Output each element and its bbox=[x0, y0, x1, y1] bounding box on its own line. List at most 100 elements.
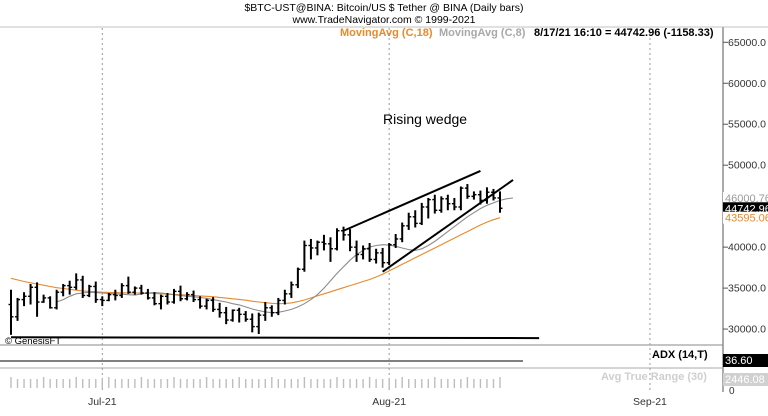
atr-value: 2446.08 bbox=[725, 374, 765, 386]
ohlc-bar bbox=[451, 197, 457, 211]
ohlc-bar bbox=[301, 240, 307, 272]
ohlc-bar bbox=[15, 297, 21, 321]
ohlc-bar bbox=[295, 267, 301, 289]
ohlc-bar bbox=[8, 289, 14, 335]
price-label: 46000.76 bbox=[725, 193, 768, 205]
ohlc-bar bbox=[347, 229, 353, 252]
ohlc-bar bbox=[112, 289, 118, 301]
ohlc-bar bbox=[249, 313, 255, 333]
atr-value-box bbox=[723, 373, 768, 386]
ohlc-bar bbox=[73, 273, 79, 290]
price-label-box bbox=[723, 211, 768, 224]
ohlc-bar bbox=[210, 297, 216, 312]
ohlc-bar bbox=[471, 191, 477, 200]
ohlc-bar bbox=[93, 281, 99, 303]
ohlc-bar bbox=[41, 294, 47, 303]
x-tick-label: Aug-21 bbox=[372, 396, 406, 408]
ohlc-bar bbox=[191, 290, 197, 303]
ohlc-bar bbox=[275, 297, 281, 316]
adx-label: ADX (14,T) bbox=[652, 349, 708, 361]
ohlc-bar bbox=[171, 288, 177, 304]
y-tick-label: 60000.0 bbox=[728, 78, 766, 90]
ohlc-bar bbox=[60, 284, 66, 297]
copyright-label: © GenesisFT bbox=[5, 336, 61, 347]
ohlc-bar bbox=[327, 237, 333, 262]
y-axis: 30000.035000.040000.045000.050000.055000… bbox=[723, 37, 766, 336]
ohlc-bar bbox=[197, 296, 203, 309]
ohlc-bar bbox=[138, 284, 144, 295]
ohlc-bar bbox=[412, 210, 418, 228]
x-tick-label: Jul-21 bbox=[88, 396, 117, 408]
ohlc-bar bbox=[67, 280, 73, 295]
ohlc-bar bbox=[334, 228, 340, 251]
price-readout: 8/17/21 16:10 = 44742.96 (-1158.33) bbox=[534, 27, 714, 39]
ohlc-bar bbox=[373, 248, 379, 264]
ohlc-bar bbox=[432, 194, 438, 214]
y-tick-label: 40000.0 bbox=[728, 242, 766, 254]
ohlc-bar bbox=[484, 187, 490, 204]
zero-label: 0 bbox=[729, 386, 735, 397]
ohlc-bar bbox=[34, 282, 40, 317]
ohlc-bar bbox=[406, 212, 412, 230]
ohlc-bar bbox=[438, 196, 444, 213]
legend-ma8: MovingAvg (C,8) bbox=[439, 27, 526, 39]
ohlc-bar bbox=[86, 284, 92, 298]
ohlc-bar bbox=[399, 222, 405, 243]
ohlc-bar bbox=[393, 234, 399, 248]
ohlc-bar bbox=[119, 283, 125, 298]
ohlc-bar bbox=[178, 285, 184, 302]
source-credit: www.TradeNavigator.com © 1999-2021 bbox=[291, 14, 475, 26]
ohlc-bar bbox=[158, 294, 164, 310]
ohlc-bar bbox=[47, 296, 53, 309]
adx-value-box bbox=[723, 354, 768, 367]
y-tick-label: 55000.0 bbox=[728, 119, 766, 131]
ohlc-bar bbox=[54, 289, 60, 310]
trendline-support bbox=[10, 336, 540, 340]
atr-histogram bbox=[10, 377, 501, 388]
ohlc-bar bbox=[151, 292, 157, 306]
price-label-box bbox=[723, 191, 768, 204]
x-axis: Jul-21 Aug-21 Sep-21 bbox=[88, 396, 667, 408]
ohlc-bar bbox=[28, 284, 34, 305]
ohlc-bar bbox=[223, 306, 229, 325]
ohlc-bar bbox=[125, 276, 131, 294]
x-tick-label: Sep-21 bbox=[633, 396, 667, 408]
price-bars bbox=[8, 184, 503, 335]
y-tick-label: 30000.0 bbox=[728, 324, 766, 336]
ohlc-bar bbox=[497, 191, 503, 213]
ohlc-bar bbox=[419, 202, 425, 226]
ohlc-bar bbox=[269, 305, 275, 317]
ohlc-bar bbox=[425, 197, 431, 219]
ohlc-bar bbox=[308, 238, 314, 260]
legend-ma18: MovingAvg (C,18) bbox=[340, 27, 433, 39]
ohlc-bar bbox=[145, 288, 151, 300]
ohlc-bar bbox=[230, 309, 236, 322]
ohlc-bar bbox=[204, 298, 210, 310]
ohlc-bar bbox=[184, 292, 190, 301]
ohlc-bar bbox=[354, 240, 360, 262]
ohlc-bar bbox=[282, 289, 288, 305]
ohlc-bar bbox=[341, 226, 347, 241]
ohlc-bar bbox=[380, 247, 386, 268]
ohlc-bar bbox=[80, 275, 86, 298]
ohlc-bar bbox=[314, 240, 320, 256]
ohlc-bar bbox=[367, 243, 373, 262]
ohlc-bar bbox=[445, 194, 451, 211]
y-tick-label: 50000.0 bbox=[728, 160, 766, 172]
annotations: Rising wedge bbox=[10, 111, 540, 340]
ohlc-bar bbox=[217, 302, 223, 318]
moving-averages bbox=[10, 197, 514, 314]
ohlc-bar bbox=[321, 234, 327, 251]
series-line bbox=[56, 197, 514, 314]
price-label: 43595.06 bbox=[725, 213, 768, 225]
ohlc-bar bbox=[256, 312, 262, 334]
series-line bbox=[10, 217, 501, 305]
ohlc-bar bbox=[458, 186, 464, 211]
ohlc-bar bbox=[360, 245, 366, 260]
y-tick-label: 65000.0 bbox=[728, 37, 766, 49]
trendline-wedge-lower bbox=[382, 179, 514, 273]
annotation-rising-wedge: Rising wedge bbox=[383, 111, 467, 127]
